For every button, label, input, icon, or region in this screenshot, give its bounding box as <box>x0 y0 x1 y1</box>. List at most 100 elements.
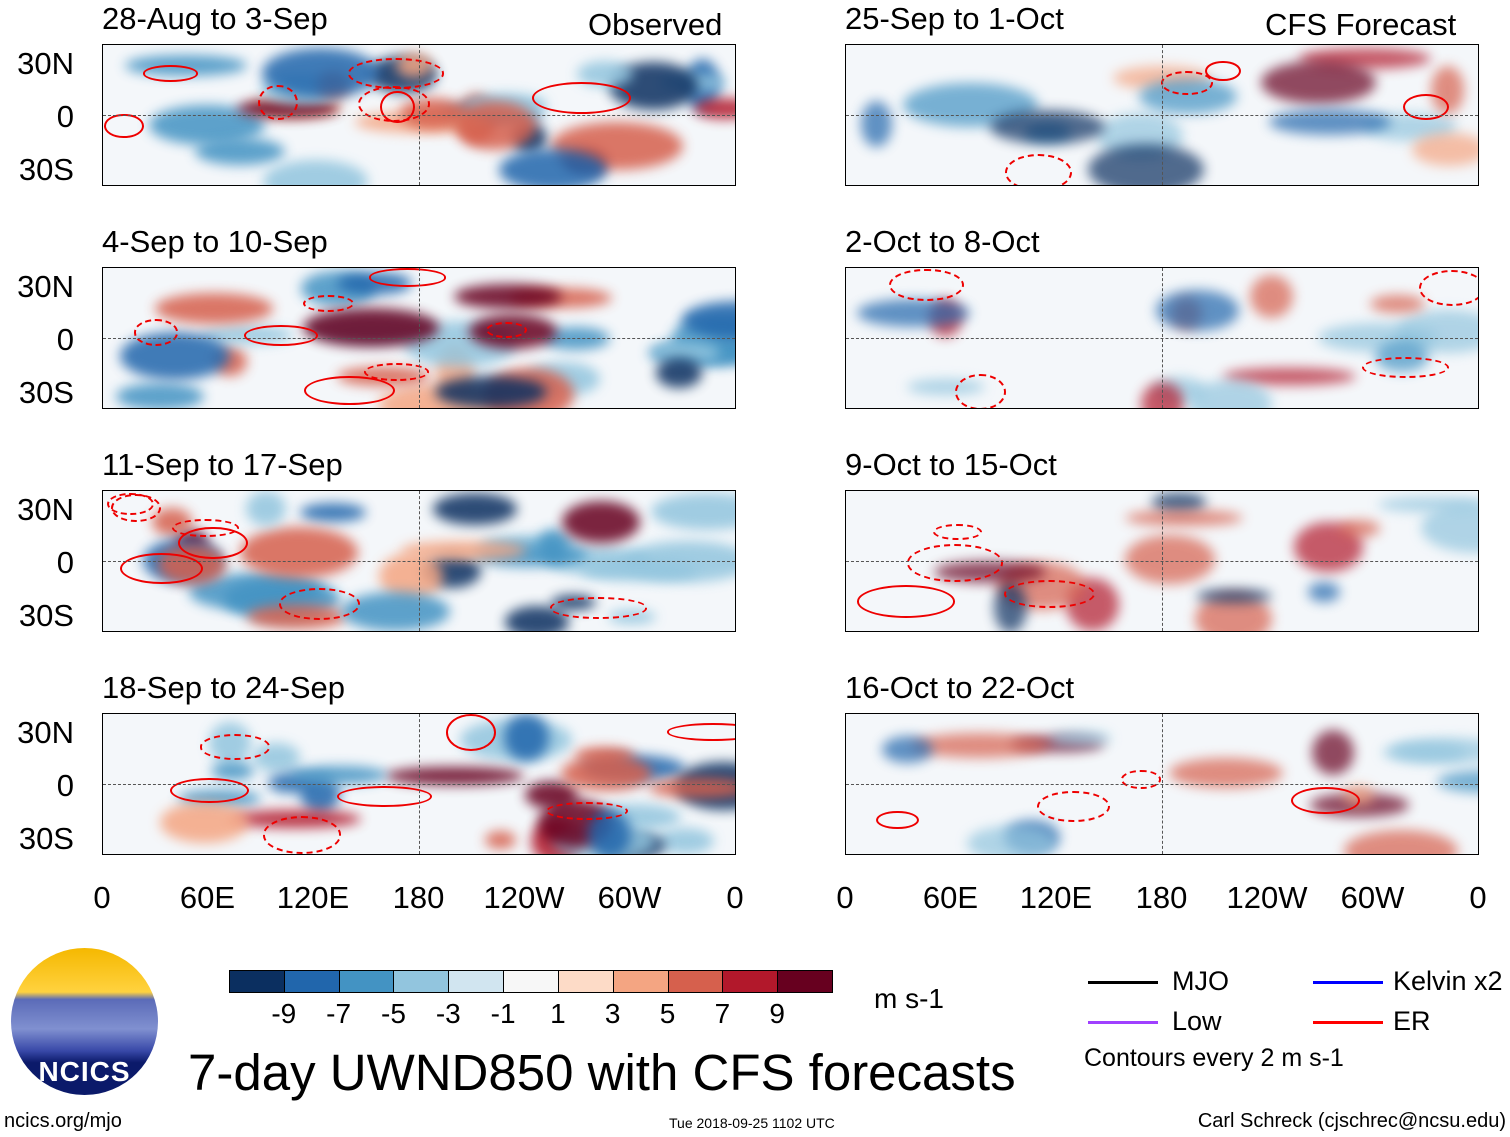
er-contour <box>337 786 433 808</box>
wind-anomaly-region <box>499 149 607 185</box>
er-contour <box>1161 70 1213 95</box>
wind-anomaly-region <box>432 493 518 525</box>
er-contour <box>169 777 249 804</box>
er-contour <box>1419 269 1478 307</box>
lat-label: 30S <box>18 375 74 410</box>
logo-text: NCICS <box>38 1056 131 1087</box>
lat-label: 30S <box>18 821 74 856</box>
wind-anomaly-region <box>860 101 893 148</box>
wind-anomaly-region <box>340 591 451 631</box>
legend-line-mjo <box>1088 981 1158 984</box>
wind-anomaly-region <box>656 358 703 388</box>
wind-anomaly-region <box>1312 730 1355 776</box>
map-panel-forecast-2 <box>845 267 1479 409</box>
map-panel-forecast-3 <box>845 490 1479 632</box>
er-contour <box>363 363 429 381</box>
wind-anomaly-region <box>1381 742 1467 762</box>
lon-label: 120W <box>1226 880 1308 915</box>
wind-anomaly-region <box>1370 294 1425 313</box>
er-contour <box>200 734 270 760</box>
colorbar-label: -5 <box>381 998 406 1029</box>
lon-label: 60W <box>597 880 662 915</box>
er-contour <box>857 585 956 618</box>
wind-anomaly-region <box>580 559 698 581</box>
er-contour <box>1403 93 1450 121</box>
lon-label: 180 <box>392 880 445 915</box>
wind-anomaly-region <box>263 159 369 185</box>
wind-anomaly-region <box>1195 588 1272 604</box>
er-contour <box>876 810 920 830</box>
colorbar-swatch <box>448 970 505 993</box>
footer-url[interactable]: ncics.org/mjo <box>4 1110 122 1132</box>
wind-anomaly-region <box>240 527 359 579</box>
lon-label: 0 <box>726 880 744 915</box>
er-contour <box>279 588 360 620</box>
wind-anomaly-region <box>246 491 287 527</box>
wind-anomaly-region <box>1223 367 1357 386</box>
lat-label: 0 <box>56 768 74 803</box>
wind-anomaly-region <box>648 777 735 798</box>
lat-label: 0 <box>56 99 74 134</box>
footer-credit: Carl Schreck (cjschrec@ncsu.edu) <box>1197 1110 1506 1132</box>
wind-anomaly-region <box>856 299 970 328</box>
er-contour <box>103 113 144 139</box>
panel-title: 9-Oct to 15-Oct <box>845 447 1057 482</box>
er-contour <box>302 295 354 313</box>
er-contour <box>133 318 179 346</box>
lon-label: 180 <box>1135 880 1188 915</box>
panel-title: 4-Sep to 10-Sep <box>102 224 328 259</box>
wind-anomaly-region <box>655 342 721 363</box>
colorbar-swatch <box>283 970 340 993</box>
lon-label: 120E <box>1019 880 1093 915</box>
lat-label: 30N <box>17 46 74 81</box>
wind-anomaly-region <box>210 761 255 781</box>
wind-anomaly-region <box>379 552 444 600</box>
wind-anomaly-region <box>1049 731 1111 747</box>
wind-anomaly-region <box>400 541 527 560</box>
wind-anomaly-region <box>966 826 1055 854</box>
wind-anomaly-region <box>910 732 1048 759</box>
wind-anomaly-region <box>656 827 714 854</box>
main-title: 7-day UWND850 with CFS forecasts <box>188 1044 1016 1101</box>
colorbar-swatch <box>338 970 395 993</box>
colorbar-label: 1 <box>550 998 566 1029</box>
wind-anomaly-region <box>537 529 568 562</box>
er-contour <box>667 723 735 741</box>
wind-anomaly-region <box>195 137 286 165</box>
colorbar-swatch <box>557 970 614 993</box>
er-contour <box>120 553 204 585</box>
wind-anomaly-region <box>1156 290 1239 331</box>
wind-anomaly-region <box>303 308 439 347</box>
colorbar-swatch <box>393 970 450 993</box>
wind-anomaly-region <box>1151 492 1207 513</box>
lat-label: 30N <box>17 715 74 750</box>
panel-title: 28-Aug to 3-Sep <box>102 1 328 36</box>
wind-anomaly-region <box>454 283 563 309</box>
colorbar-units: m s-1 <box>874 983 944 1014</box>
dateline <box>419 491 420 631</box>
wind-anomaly-region <box>562 501 640 544</box>
er-contour <box>1037 791 1111 823</box>
map-panel-observed-4 <box>102 713 736 855</box>
er-contour <box>258 84 298 120</box>
wind-anomaly-region <box>289 765 388 785</box>
panel-title: 2-Oct to 8-Oct <box>845 224 1040 259</box>
legend-line-kelvin <box>1313 981 1383 984</box>
er-contour <box>906 544 1004 582</box>
wind-anomaly-region <box>1125 534 1216 585</box>
er-contour <box>486 322 527 339</box>
er-contour <box>531 82 631 114</box>
lat-label: 30S <box>18 152 74 187</box>
er-contour <box>347 58 445 89</box>
er-contour <box>933 523 982 540</box>
er-contour <box>1004 579 1096 608</box>
lon-label: 120W <box>483 880 565 915</box>
dateline <box>1162 268 1163 408</box>
er-contour <box>243 325 318 347</box>
er-contour <box>368 268 447 287</box>
colorbar-label: -7 <box>326 998 352 1029</box>
er-contour <box>1121 770 1161 789</box>
er-contour <box>545 801 629 820</box>
dateline <box>419 268 420 408</box>
er-contour <box>1004 153 1073 185</box>
